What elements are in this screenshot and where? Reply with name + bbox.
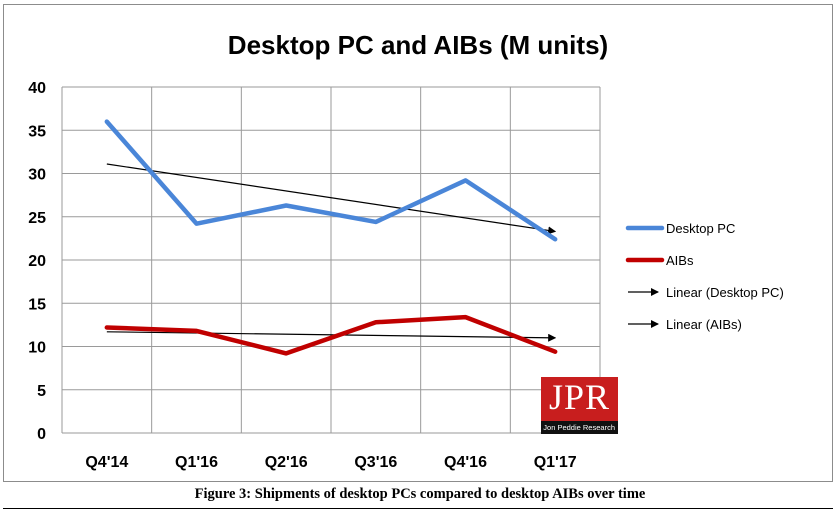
- legend-label: Linear (AIBs): [666, 317, 742, 332]
- y-tick-label: 10: [28, 340, 46, 357]
- y-tick-label: 25: [28, 210, 46, 227]
- jpr-logo: JPR Jon Peddie Research: [541, 377, 618, 434]
- y-tick-label: 40: [28, 80, 46, 97]
- trendline-linear-aibs-: [106, 331, 557, 342]
- y-tick-label: 20: [28, 253, 46, 270]
- x-tick-label: Q2'16: [265, 454, 308, 471]
- trendlines: [106, 163, 557, 342]
- chart-frame: [3, 4, 833, 482]
- jpr-logo-mark: JPR: [548, 377, 611, 417]
- x-tick-label: Q1'16: [175, 454, 218, 471]
- trendline-linear-desktop-pc-: [106, 163, 557, 235]
- y-axis-ticks: 0 5 10 15 20 25 30 35 40: [28, 80, 46, 443]
- x-tick-label: Q4'16: [444, 454, 487, 471]
- x-axis-ticks: Q4'14 Q1'16 Q2'16 Q3'16 Q4'16 Q1'17: [85, 454, 576, 471]
- series-lines: [104, 119, 558, 356]
- legend-label: Linear (Desktop PC): [666, 285, 784, 300]
- legend: Desktop PC AIBs Linear (Desktop PC) Linear …: [625, 221, 784, 332]
- series-line-aibs: [104, 314, 558, 356]
- x-tick-label: Q3'16: [354, 454, 397, 471]
- x-tick-label: Q1'17: [534, 454, 577, 471]
- series-line-desktop-pc: [104, 119, 558, 242]
- legend-label: AIBs: [666, 253, 694, 268]
- chart-title: Desktop PC and AIBs (M units): [228, 30, 608, 60]
- y-tick-label: 15: [28, 296, 46, 313]
- y-tick-label: 0: [37, 426, 46, 443]
- jpr-logo-subtitle: Jon Peddie Research: [541, 421, 618, 434]
- y-tick-label: 30: [28, 167, 46, 184]
- gridlines: [61, 86, 601, 434]
- x-tick-label: Q4'14: [85, 454, 128, 471]
- figure-caption: Figure 3: Shipments of desktop PCs compa…: [194, 486, 646, 502]
- y-tick-label: 35: [28, 123, 46, 140]
- caption-rule: [3, 508, 833, 509]
- y-tick-label: 5: [37, 383, 46, 400]
- legend-label: Desktop PC: [666, 221, 735, 236]
